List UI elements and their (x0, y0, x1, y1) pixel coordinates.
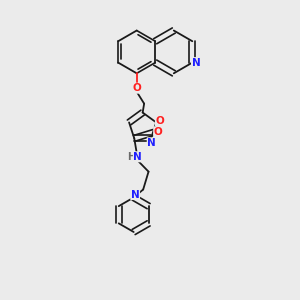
Text: H: H (127, 152, 135, 162)
Text: O: O (154, 127, 162, 137)
Text: N: N (134, 152, 142, 162)
Text: O: O (155, 116, 164, 126)
Text: N: N (147, 138, 156, 148)
Text: N: N (131, 190, 140, 200)
Text: N: N (191, 58, 200, 68)
Text: O: O (132, 83, 141, 93)
